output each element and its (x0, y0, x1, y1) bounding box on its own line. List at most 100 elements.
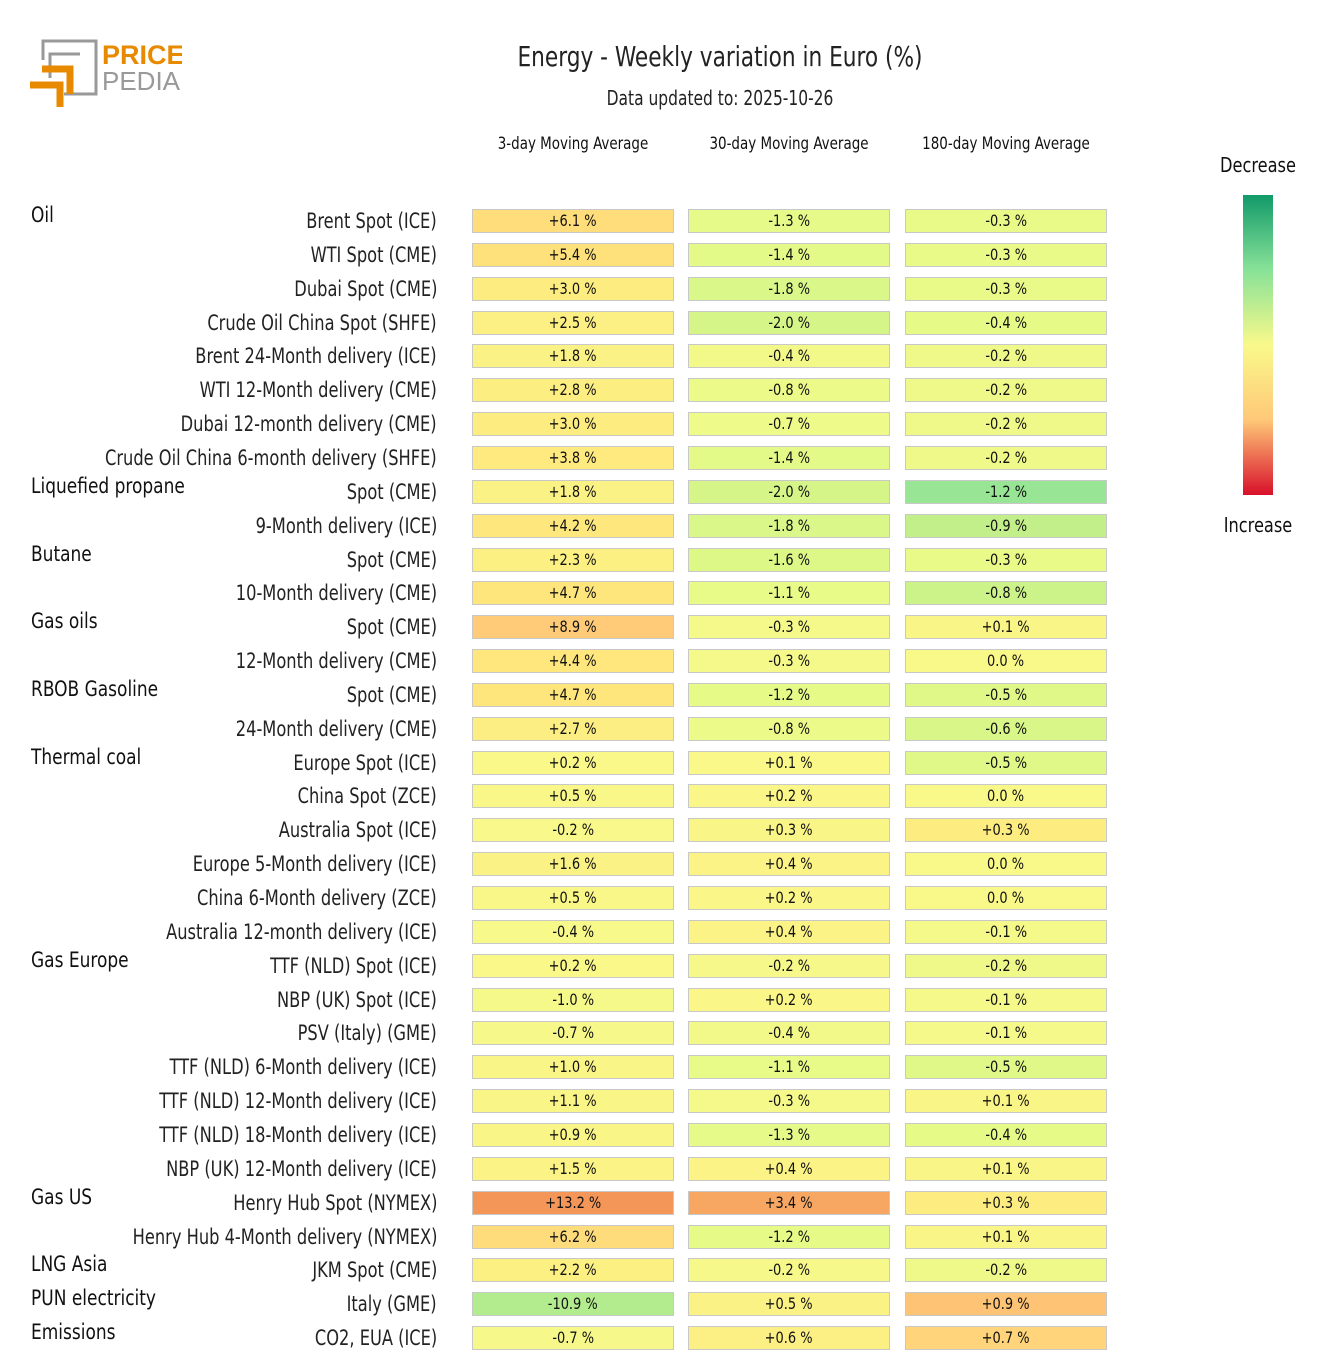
group-label: Gas US (31, 1184, 93, 1209)
row-label: China Spot (ZCE) (297, 784, 437, 809)
cell-value-label: -1.2 % (768, 684, 810, 704)
heatmap-cell: 0.0 % (905, 784, 1107, 809)
group-label: RBOB Gasoline (31, 676, 159, 701)
cell-value-label: -0.5 % (985, 1057, 1027, 1077)
group-label: Oil (31, 203, 54, 227)
row-label: CO2, EUA (ICE) (314, 1326, 437, 1351)
cell-value-label: +0.4 % (765, 1158, 813, 1178)
cell-value-label: +4.7 % (549, 684, 597, 704)
row-label: WTI Spot (CME) (310, 242, 437, 267)
row-label: Henry Hub Spot (NYMEX) (232, 1190, 437, 1215)
row-label: Brent 24-Month delivery (ICE) (195, 344, 437, 369)
heatmap-cell: +6.1 % (472, 209, 674, 233)
heatmap-cell: -0.7 % (472, 1021, 674, 1046)
cell-value-label: -0.7 % (552, 1328, 594, 1348)
heatmap-cell: +0.4 % (688, 919, 890, 944)
cell-value-label: -0.4 % (985, 1124, 1027, 1144)
cell-value-label: +4.2 % (549, 515, 597, 535)
cell-value-label: -1.3 % (768, 1124, 810, 1144)
heatmap-cell: +2.8 % (472, 378, 674, 403)
row-label: TTF (NLD) Spot (ICE) (270, 953, 437, 978)
row-label: TTF (NLD) 6-Month delivery (ICE) (169, 1055, 437, 1080)
row-label: PSV (Italy) (GME) (297, 1021, 437, 1046)
heatmap-cell: +0.2 % (688, 784, 890, 809)
column-header-180day: 180-day Moving Average (922, 134, 1090, 154)
row-label: Europe Spot (ICE) (293, 750, 437, 775)
cell-value-label: -0.3 % (768, 1091, 810, 1111)
heatmap-cell: -0.2 % (905, 1258, 1107, 1283)
heatmap-cell: -0.4 % (688, 1021, 890, 1046)
heatmap-cell: -0.7 % (688, 412, 890, 437)
heatmap-cell: -1.2 % (905, 479, 1107, 504)
heatmap-cell: +0.1 % (905, 615, 1107, 640)
row-label: Australia 12-month delivery (ICE) (166, 919, 437, 944)
heatmap-cell: +1.0 % (472, 1055, 674, 1080)
group-label: LNG Asia (31, 1252, 108, 1277)
cell-value-label: -0.9 % (985, 515, 1027, 535)
cell-value-label: +3.0 % (549, 278, 597, 298)
heatmap-cell: +0.1 % (905, 1224, 1107, 1249)
heatmap-cell: +0.9 % (472, 1122, 674, 1147)
cell-value-label: -0.3 % (768, 617, 810, 637)
heatmap-cell: +13.2 % (472, 1190, 674, 1215)
cell-value-label: +0.2 % (765, 989, 813, 1009)
cell-value-label: +0.5 % (549, 786, 597, 806)
cell-value-label: +0.1 % (982, 1226, 1030, 1246)
cell-value-label: +0.3 % (765, 820, 813, 840)
heatmap-cell: -0.1 % (905, 1021, 1107, 1046)
heatmap-cell: -1.4 % (688, 445, 890, 470)
cell-value-label: -0.2 % (985, 380, 1027, 400)
row-label: 9-Month delivery (ICE) (255, 513, 437, 538)
cell-value-label: -0.3 % (768, 651, 810, 671)
cell-value-label: -0.3 % (985, 278, 1027, 298)
heatmap-cell: +2.3 % (472, 547, 674, 572)
heatmap-cell: +0.5 % (472, 886, 674, 910)
cell-value-label: +4.4 % (549, 651, 597, 671)
heatmap-cell: +3.0 % (472, 412, 674, 437)
heatmap-cell: -0.4 % (472, 919, 674, 944)
row-label: NBP (UK) Spot (ICE) (277, 987, 437, 1012)
cell-value-label: -1.1 % (768, 1057, 810, 1077)
heatmap-cell: -2.0 % (688, 479, 890, 504)
heatmap-cell: -1.4 % (688, 242, 890, 267)
cell-value-label: +0.3 % (982, 1192, 1030, 1212)
cell-value-label: +1.8 % (549, 481, 597, 501)
cell-value-label: 0.0 % (987, 786, 1025, 806)
heatmap-cell: +4.7 % (472, 581, 674, 606)
cell-value-label: -1.6 % (768, 549, 810, 569)
heatmap-cell: -0.3 % (905, 547, 1107, 572)
cell-value-label: -1.8 % (768, 278, 810, 298)
cell-value-label: +0.3 % (982, 820, 1030, 840)
cell-value-label: +3.4 % (765, 1192, 813, 1212)
heatmap-cell: -1.1 % (688, 581, 890, 606)
cell-value-label: -0.2 % (552, 820, 594, 840)
cell-value-label: -0.8 % (985, 583, 1027, 603)
heatmap-cell: -1.8 % (688, 276, 890, 301)
row-label: Australia Spot (ICE) (278, 818, 437, 843)
cell-value-label: +0.1 % (982, 1091, 1030, 1111)
heatmap-cell: +0.4 % (688, 1156, 890, 1181)
cell-value-label: -0.8 % (768, 718, 810, 738)
cell-value-label: -0.7 % (552, 1023, 594, 1043)
cell-value-label: -1.8 % (768, 515, 810, 535)
group-label: Emissions (31, 1320, 116, 1345)
cell-value-label: +0.2 % (765, 786, 813, 806)
cell-value-label: -2.0 % (768, 312, 810, 332)
cell-value-label: 0.0 % (987, 854, 1025, 874)
cell-value-label: +5.4 % (549, 244, 597, 264)
svg-text:PEDIA: PEDIA (102, 66, 181, 96)
row-label: Crude Oil China 6-month delivery (SHFE) (105, 445, 437, 470)
heatmap-cell: -0.7 % (472, 1326, 674, 1351)
row-label: NBP (UK) 12-Month delivery (ICE) (166, 1156, 437, 1181)
heatmap-cell: +6.2 % (472, 1224, 674, 1249)
heatmap-cell: -0.5 % (905, 750, 1107, 775)
cell-value-label: -1.4 % (768, 244, 810, 264)
row-label: Europe 5-Month delivery (ICE) (192, 852, 437, 877)
row-label: 12-Month delivery (CME) (235, 649, 437, 674)
cell-value-label: +0.5 % (765, 1294, 813, 1314)
heatmap-cell: -0.4 % (905, 310, 1107, 335)
group-label: Gas Europe (31, 947, 129, 972)
cell-value-label: -1.1 % (768, 583, 810, 603)
heatmap-cell: +0.9 % (905, 1292, 1107, 1317)
heatmap-cell: 0.0 % (905, 852, 1107, 877)
